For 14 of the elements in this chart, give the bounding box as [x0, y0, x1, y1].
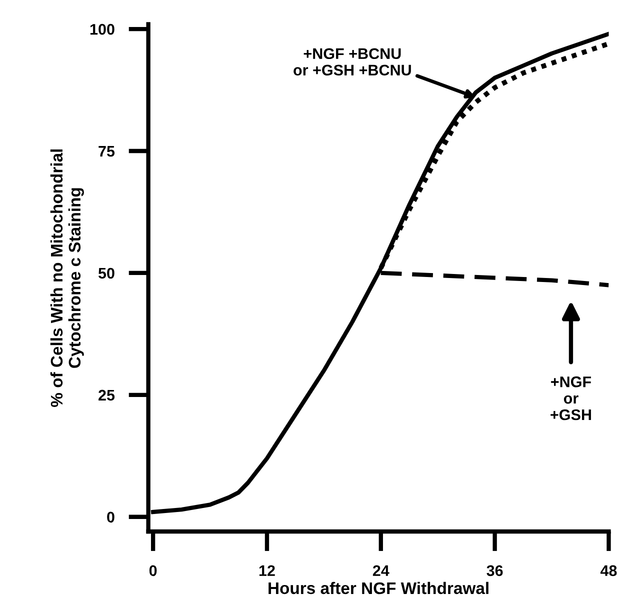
annotation: +NGF or +GSH: [550, 376, 591, 420]
x-tick-label: 48: [600, 565, 617, 576]
y-tick-label: 0: [107, 512, 114, 523]
y-tick-label: 50: [98, 268, 114, 279]
y-tick-label: 75: [98, 146, 115, 157]
y-tick-label: 25: [98, 390, 115, 401]
y-tick-label: 100: [90, 24, 114, 35]
x-axis-title: Hours after NGF Withdrawal: [268, 582, 488, 594]
x-tick-label: 0: [149, 565, 157, 576]
annotation: +NGF +BCNU or +GSH +BCNU: [294, 48, 411, 76]
x-tick-label: 24: [372, 565, 390, 576]
x-tick-label: 12: [259, 565, 275, 576]
x-tick-label: 36: [486, 565, 503, 576]
y-axis-title: % of Cells With no Mitochondrial Cytochrome c Staining: [50, 149, 84, 407]
